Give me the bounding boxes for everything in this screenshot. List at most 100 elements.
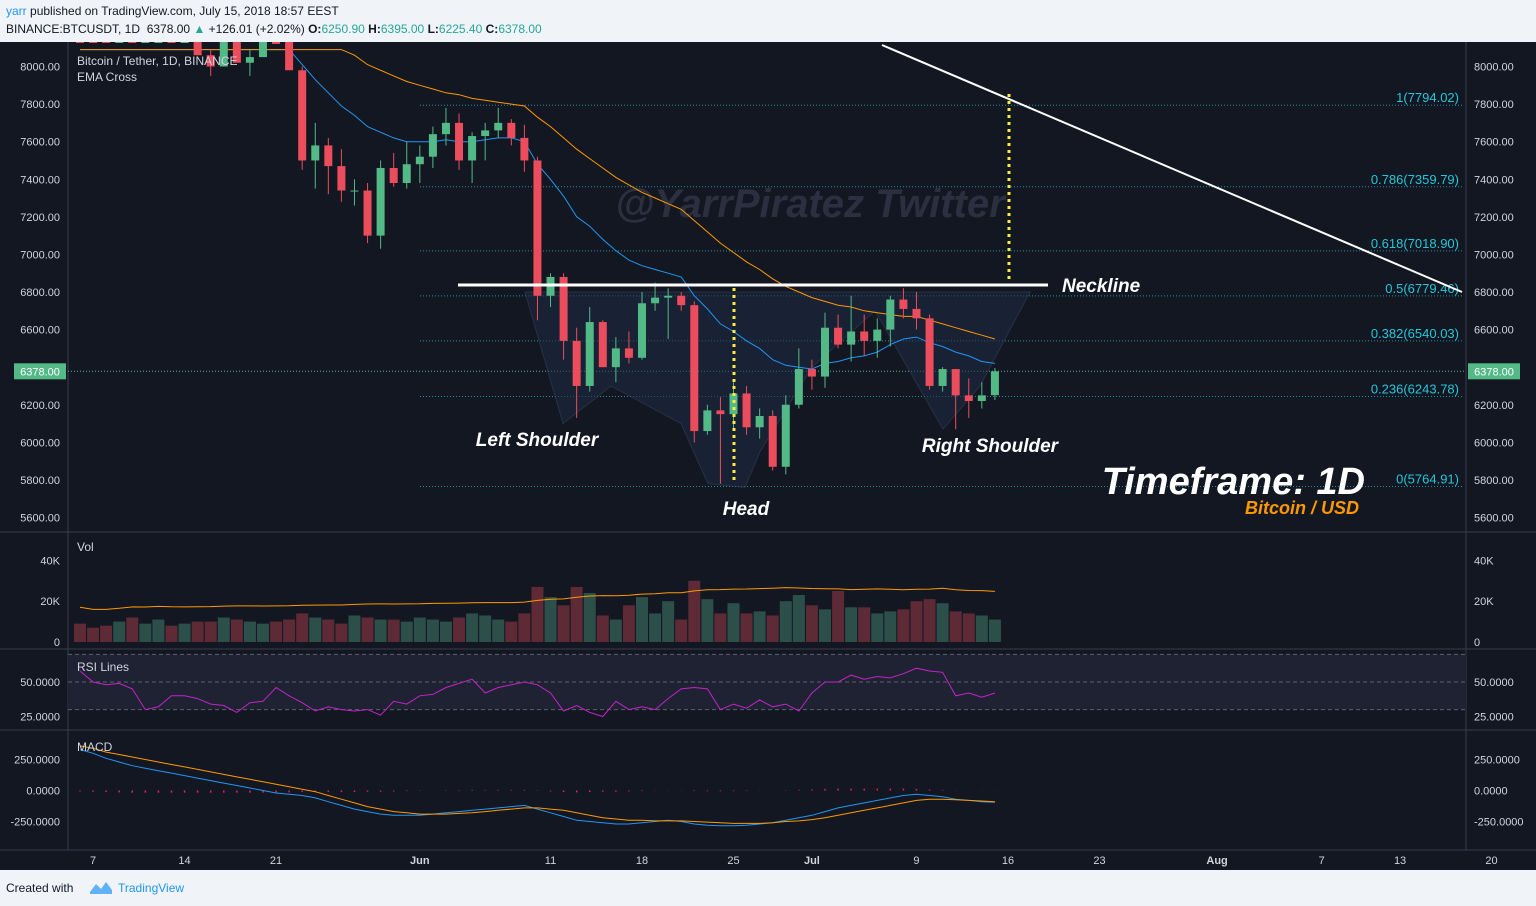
- volume-bar: [243, 621, 256, 642]
- volume-bar: [936, 603, 949, 642]
- volume-bar: [871, 613, 884, 642]
- legend-title: Bitcoin / Tether, 1D, BINANCE: [77, 54, 238, 68]
- price-axis-label-right: 7200.00: [1474, 212, 1514, 224]
- chart-footer: Created with TradingView: [0, 870, 1536, 906]
- candle-body: [938, 369, 947, 386]
- candle-body: [507, 122, 516, 138]
- candle-body: [298, 70, 307, 161]
- candle-body: [428, 134, 437, 157]
- candle-body: [481, 130, 490, 137]
- price-axis-label-left: 6200.00: [20, 400, 60, 412]
- candle-body: [337, 166, 346, 191]
- candle-body: [128, 42, 137, 43]
- volume-bar: [544, 597, 557, 642]
- candle-body: [690, 305, 699, 432]
- candle-body: [232, 42, 241, 63]
- candle-body: [285, 42, 294, 71]
- macd-pane-label: MACD: [77, 740, 113, 754]
- rsi-band: [68, 654, 1466, 710]
- last-price-tag-left: [14, 363, 66, 380]
- candle-body: [820, 327, 829, 377]
- left-shoulder-label: Left Shoulder: [476, 430, 600, 451]
- created-with-text: Created with: [6, 881, 74, 895]
- volume-bar: [152, 619, 165, 642]
- x-axis-label: 14: [178, 855, 190, 867]
- candle-body: [899, 299, 908, 309]
- candle-body: [376, 167, 385, 236]
- candle-body: [925, 318, 934, 386]
- x-axis-label: Jul: [804, 855, 820, 867]
- volume-bar: [270, 621, 283, 642]
- x-axis-label: 25: [727, 855, 739, 867]
- candle-body: [860, 331, 869, 341]
- candle-body: [716, 410, 725, 415]
- price-axis-label-left: 5800.00: [20, 475, 60, 487]
- right-shoulder-label: Right Shoulder: [922, 436, 1060, 457]
- volume-bar: [139, 623, 152, 642]
- price-axis-label-left: 7000.00: [20, 249, 60, 261]
- candle-body: [585, 322, 594, 386]
- tradingview-link[interactable]: TradingView: [118, 881, 185, 895]
- macd-axis-label-right: 250.0000: [1474, 755, 1520, 767]
- volume-bar: [165, 625, 178, 642]
- volume-bar: [662, 601, 675, 642]
- volume-bar: [858, 607, 871, 642]
- vol-axis-label-left: 20K: [40, 596, 60, 608]
- high-value: 6395.00: [380, 22, 425, 36]
- candle-body: [703, 410, 712, 432]
- head-label: Head: [723, 499, 770, 520]
- candle-body: [89, 42, 98, 43]
- candle-body: [598, 322, 607, 368]
- volume-bar: [204, 621, 217, 642]
- volume-bar: [714, 613, 727, 642]
- legend-indicator[interactable]: EMA Cross: [77, 70, 137, 84]
- vol-axis-label-right: 40K: [1474, 555, 1494, 567]
- volume-bar: [87, 627, 100, 642]
- volume-bar: [178, 623, 191, 642]
- candle-body: [768, 416, 777, 467]
- volume-bar: [126, 617, 139, 642]
- candle-body: [729, 393, 738, 415]
- volume-bar: [845, 607, 858, 642]
- price-axis-label-right: 6600.00: [1474, 325, 1514, 337]
- candle-body: [311, 145, 320, 161]
- low-value: 6225.40: [438, 22, 483, 36]
- author-link[interactable]: yarr: [6, 4, 27, 18]
- candle-body: [847, 331, 856, 345]
- volume-bar: [727, 603, 740, 642]
- vol-axis-label-right: 0: [1474, 637, 1480, 649]
- candle-body: [102, 42, 111, 43]
- last-price-label-left: 6378.00: [20, 366, 60, 378]
- price-axis-label-right: 7400.00: [1474, 174, 1514, 186]
- volume-bar: [492, 619, 505, 642]
- volume-bar: [701, 599, 714, 642]
- low-label: L:: [427, 22, 439, 36]
- volume-bar: [374, 619, 387, 642]
- candle-body: [807, 369, 816, 377]
- last-price-label-right: 6378.00: [1474, 366, 1514, 378]
- price-axis-label-right: 5800.00: [1474, 475, 1514, 487]
- downtrend-line: [881, 44, 1463, 293]
- last-price-tag-right: [1468, 363, 1520, 380]
- price-chart[interactable]: @YarrPiratez Twitter 1(7794.02) 0.786(735…: [0, 42, 1536, 870]
- x-axis-label: 21: [270, 855, 282, 867]
- volume-bar: [649, 613, 662, 642]
- volume-bar: [309, 617, 322, 642]
- volume-bar: [583, 593, 596, 642]
- volume-bar: [466, 613, 479, 642]
- open-label: O:: [308, 22, 322, 36]
- open-value: 6250.90: [321, 22, 365, 36]
- volume-bar: [740, 613, 753, 642]
- rsi-line: [79, 667, 996, 718]
- volume-bar: [910, 601, 923, 642]
- volume-bar: [413, 617, 426, 642]
- volume-bar: [100, 625, 113, 642]
- price-axis-label-right: 5600.00: [1474, 513, 1514, 525]
- volume-bar: [283, 619, 296, 642]
- candle-body: [533, 160, 542, 296]
- price-axis-label-left: 6600.00: [20, 325, 60, 337]
- macd-axis-label-left: -250.0000: [10, 817, 60, 829]
- fib-level-label: 0.236(6243.78): [1371, 382, 1459, 397]
- last-value: 6378.00: [146, 22, 191, 36]
- x-axis-label: 9: [913, 855, 919, 867]
